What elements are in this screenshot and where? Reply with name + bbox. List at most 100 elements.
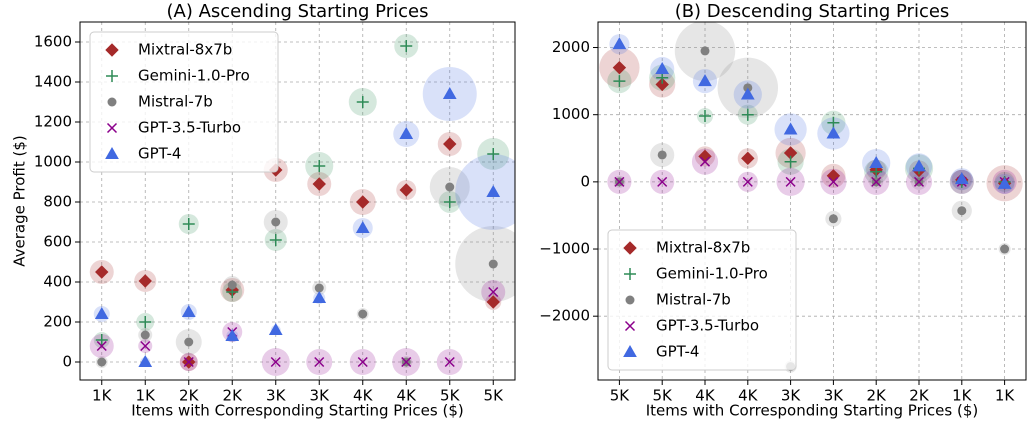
y-tick-label: 600 (43, 233, 72, 251)
marker (442, 86, 457, 99)
marker (486, 184, 501, 197)
x-axis-label: Items with Corresponding Starting Prices… (131, 402, 463, 420)
marker (871, 176, 882, 187)
marker (269, 234, 282, 246)
marker (314, 283, 324, 293)
x-tick-label: 2K (909, 387, 930, 405)
marker (997, 176, 1012, 189)
marker (356, 195, 370, 209)
marker (612, 60, 627, 75)
marker (612, 37, 627, 50)
marker (184, 337, 194, 347)
y-tick-label: 200 (43, 313, 72, 331)
marker (140, 330, 150, 340)
marker (443, 137, 457, 151)
marker (182, 218, 195, 230)
error-bubble (455, 154, 515, 230)
marker (399, 183, 413, 197)
marker (312, 177, 326, 191)
x-tick-label: 5K (653, 387, 674, 405)
legend: Mixtral-8x7b Gemini-1.0-Pro Mistral-7b GPT-… (607, 229, 797, 371)
x-tick-label: 4K (353, 387, 374, 405)
marker (358, 309, 368, 319)
y-tick-label: 1200 (34, 113, 72, 131)
marker (399, 126, 414, 139)
x-axis-label: Items with Corresponding Starting Prices… (646, 402, 978, 420)
marker (486, 295, 500, 309)
x-tick-label: 3K (310, 387, 331, 405)
marker (227, 280, 237, 290)
marker (357, 356, 368, 368)
x-tick-label: 1K (995, 387, 1016, 405)
x-tick-label: 1K (92, 387, 113, 405)
y-tick-label: −1000 (539, 240, 590, 258)
legend-box (607, 229, 797, 371)
marker (826, 126, 841, 139)
legend-marker (625, 295, 635, 305)
x-tick-label: 4K (397, 387, 418, 405)
x-tick-label: 5K (440, 387, 461, 405)
marker (355, 220, 370, 233)
x-tick-label: 1K (136, 387, 157, 405)
marker (785, 176, 796, 187)
y-tick-label: 800 (43, 193, 72, 211)
legend-box (89, 31, 279, 173)
legend-label: GPT-3.5-Turbo (656, 317, 759, 335)
legend-label: Gemini-1.0-Pro (656, 265, 768, 283)
marker (271, 217, 281, 227)
y-tick-label: 1400 (34, 73, 72, 91)
x-tick-label: 3K (781, 387, 802, 405)
marker (95, 265, 109, 279)
y-axis-label: Average Profit ($) (11, 135, 29, 267)
legend: Mixtral-8x7b Gemini-1.0-Pro Mistral-7b GPT-… (89, 31, 279, 173)
legend-marker (105, 146, 119, 159)
y-tick-label: 1000 (34, 153, 72, 171)
legend-label: Mixtral-8x7b (138, 41, 232, 59)
plot-frame (79, 21, 516, 381)
marker (401, 356, 412, 368)
y-tick-label: 0 (62, 353, 72, 371)
legend-marker (623, 241, 637, 255)
chart-title: (B) Descending Starting Prices (675, 1, 950, 22)
marker (913, 176, 925, 187)
marker (313, 160, 326, 172)
y-tick-label: 1600 (34, 33, 72, 51)
marker (657, 176, 668, 187)
plot-frame (597, 21, 1027, 381)
legend-marker (624, 320, 636, 332)
x-tick-label: 2K (867, 387, 888, 405)
marker (400, 40, 413, 52)
error-bubble (455, 226, 515, 302)
marker (268, 322, 283, 335)
legend-marker (105, 43, 119, 57)
marker (1000, 244, 1010, 254)
plot-area (599, 22, 1023, 373)
marker (783, 122, 798, 135)
legend-marker (106, 70, 118, 82)
legend-label: GPT-3.5-Turbo (138, 119, 241, 137)
y-tick-label: 400 (43, 273, 72, 291)
marker (356, 96, 369, 108)
marker (784, 155, 797, 168)
marker (742, 176, 753, 187)
x-tick-label: 1K (952, 387, 973, 405)
marker (700, 46, 710, 56)
x-tick-label: 5K (610, 387, 631, 405)
marker (655, 77, 669, 92)
marker (613, 75, 626, 88)
y-tick-label: 0 (580, 172, 590, 190)
legend-label: GPT-4 (138, 145, 181, 163)
legend-label: Mistral-7b (138, 93, 213, 111)
y-tick-label: 1000 (552, 105, 590, 123)
marker (138, 354, 153, 367)
marker (443, 196, 456, 208)
marker (828, 176, 839, 187)
chart-title: (A) Ascending Starting Prices (167, 1, 429, 22)
legend-label: Gemini-1.0-Pro (138, 67, 250, 85)
marker (912, 159, 926, 172)
marker (869, 156, 884, 169)
x-tick-label: 2K (223, 387, 244, 405)
marker (444, 356, 455, 368)
marker (614, 176, 625, 187)
marker (138, 274, 152, 288)
